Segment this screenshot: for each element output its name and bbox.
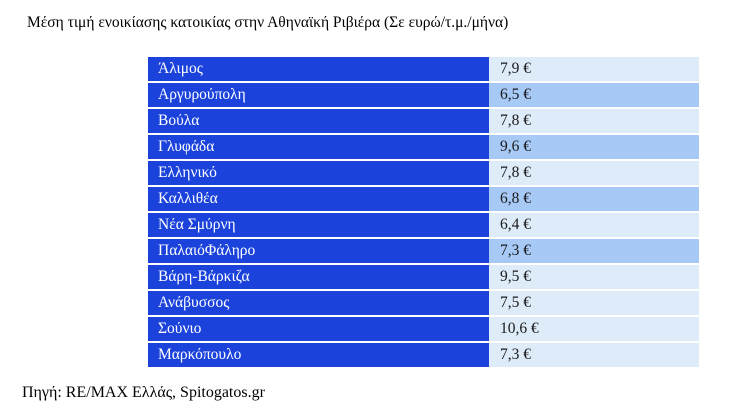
- price-value-cell: 7,8 €: [489, 109, 699, 133]
- area-name-cell: Μαρκόπουλο: [148, 343, 489, 367]
- table-row: Βάρη-Βάρκιζα 9,5 €: [148, 265, 699, 289]
- price-value-cell: 7,5 €: [489, 291, 699, 315]
- area-name-cell: Ανάβυσσος: [148, 291, 489, 315]
- price-value-cell: 9,5 €: [489, 265, 699, 289]
- price-table: Άλιμος 7,9 € Αργυρούπολη 6,5 € Βούλα 7,8 € Γλυ…: [148, 57, 699, 369]
- area-name-cell: Αργυρούπολη: [148, 83, 489, 107]
- area-name-cell: Γλυφάδα: [148, 135, 489, 159]
- table-row: Μαρκόπουλο 7,3 €: [148, 343, 699, 367]
- area-name-cell: Καλλιθέα: [148, 187, 489, 211]
- price-value-cell: 7,8 €: [489, 161, 699, 185]
- area-name-cell: Βούλα: [148, 109, 489, 133]
- price-value-cell: 7,3 €: [489, 343, 699, 367]
- price-value-cell: 6,8 €: [489, 187, 699, 211]
- price-value-cell: 10,6 €: [489, 317, 699, 341]
- area-name-cell: Άλιμος: [148, 57, 489, 81]
- table-row: Βούλα 7,8 €: [148, 109, 699, 133]
- table-row: ΠαλαιόΦάληρο 7,3 €: [148, 239, 699, 263]
- table-row: Αργυρούπολη 6,5 €: [148, 83, 699, 107]
- table-row: Νέα Σμύρνη 6,4 €: [148, 213, 699, 237]
- table-row: Άλιμος 7,9 €: [148, 57, 699, 81]
- table-row: Γλυφάδα 9,6 €: [148, 135, 699, 159]
- table-row: Καλλιθέα 6,8 €: [148, 187, 699, 211]
- price-value-cell: 6,5 €: [489, 83, 699, 107]
- price-value-cell: 6,4 €: [489, 213, 699, 237]
- area-name-cell: ΠαλαιόΦάληρο: [148, 239, 489, 263]
- source-credit: Πηγή: RE/MAX Ελλάς, Spitogatos.gr: [22, 384, 265, 401]
- table-row: Ανάβυσσος 7,5 €: [148, 291, 699, 315]
- price-value-cell: 9,6 €: [489, 135, 699, 159]
- price-value-cell: 7,9 €: [489, 57, 699, 81]
- area-name-cell: Νέα Σμύρνη: [148, 213, 489, 237]
- area-name-cell: Σούνιο: [148, 317, 489, 341]
- price-value-cell: 7,3 €: [489, 239, 699, 263]
- table-row: Σούνιο 10,6 €: [148, 317, 699, 341]
- area-name-cell: Ελληνικό: [148, 161, 489, 185]
- table-row: Ελληνικό 7,8 €: [148, 161, 699, 185]
- area-name-cell: Βάρη-Βάρκιζα: [148, 265, 489, 289]
- chart-title: Μέση τιμή ενοικίασης κατοικίας στην Αθην…: [27, 14, 509, 31]
